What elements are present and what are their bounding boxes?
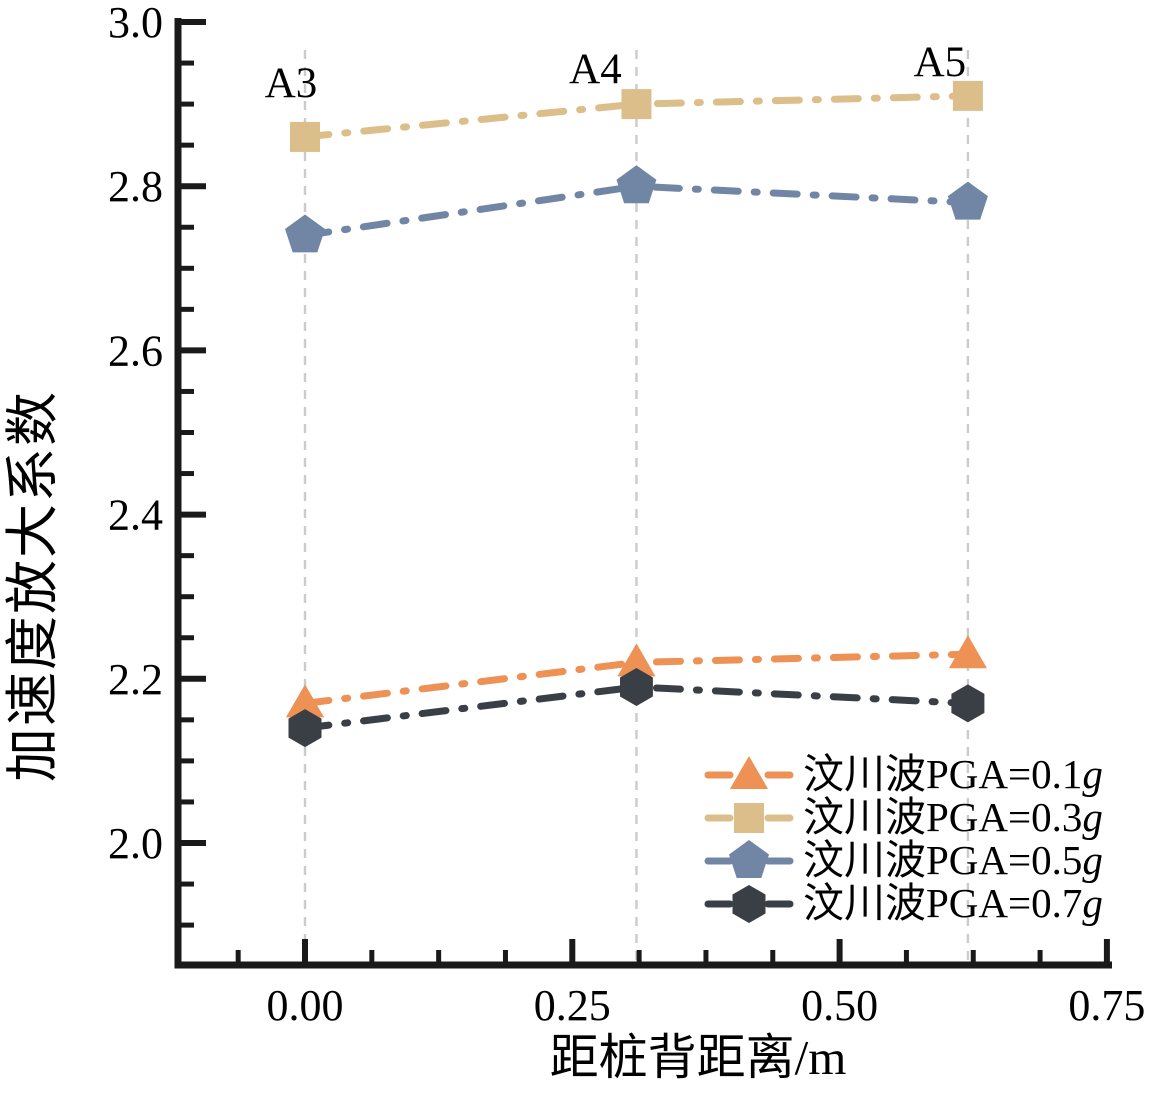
series-marker-4	[951, 684, 985, 723]
legend-sample-square-icon	[704, 803, 794, 833]
legend-label-1: 汶川波PGA=0.1g	[803, 751, 1103, 797]
x-tick-label-0.75: 0.75	[1068, 981, 1145, 1030]
y-tick-label-2.4: 2.4	[108, 491, 163, 540]
legend-label-3: 汶川波PGA=0.5g	[803, 837, 1103, 883]
series-marker-2	[290, 121, 320, 152]
series-marker-1	[617, 643, 656, 677]
series-marker-3	[947, 181, 988, 220]
legend-item-3: 汶川波PGA=0.5g	[703, 839, 1103, 882]
y-tick-label-2.8: 2.8	[108, 162, 163, 211]
legend-item-4: 汶川波PGA=0.7g	[703, 882, 1103, 925]
y-axis-label: 加速度放大系数	[3, 390, 63, 782]
series-marker-2	[621, 89, 652, 120]
annotation-A4: A4	[569, 46, 622, 93]
series-marker-1	[948, 635, 987, 669]
y-tick-label-2.2: 2.2	[108, 655, 163, 704]
series-marker-4	[620, 668, 653, 706]
series-marker-3	[616, 165, 657, 204]
y-tick-label-2.0: 2.0	[108, 819, 163, 868]
x-tick-label-0.00: 0.00	[267, 981, 344, 1030]
legend-item-2: 汶川波PGA=0.3g	[703, 796, 1103, 839]
series-marker-2	[952, 80, 983, 111]
x-tick-label-0.25: 0.25	[534, 981, 611, 1030]
legend-item-1: 汶川波PGA=0.1g	[703, 753, 1103, 796]
series-marker-1	[285, 684, 325, 718]
series-marker-3	[285, 214, 325, 253]
x-tick-label-0.50: 0.50	[801, 981, 878, 1030]
axes-frame	[174, 18, 1112, 969]
legend-sample-pentagon-icon	[704, 840, 794, 878]
y-tick-label-3.0: 3.0	[108, 0, 163, 47]
y-tick-label-2.6: 2.6	[108, 326, 163, 375]
x-axis-label: 距桩背距离/m	[549, 1030, 847, 1085]
legend: 汶川波PGA=0.1g 汶川波PGA=0.3g 汶川波PGA=0.5g 汶川波PGA=…	[703, 753, 1103, 925]
annotation-A3: A3	[265, 60, 318, 107]
legend-sample-hexagon-icon	[704, 885, 794, 923]
legend-sample-triangle-icon	[704, 756, 794, 789]
series-marker-4	[288, 709, 322, 748]
legend-label-4: 汶川波PGA=0.7g	[803, 880, 1103, 926]
annotation-A5: A5	[914, 39, 967, 86]
legend-label-2: 汶川波PGA=0.3g	[803, 794, 1103, 840]
